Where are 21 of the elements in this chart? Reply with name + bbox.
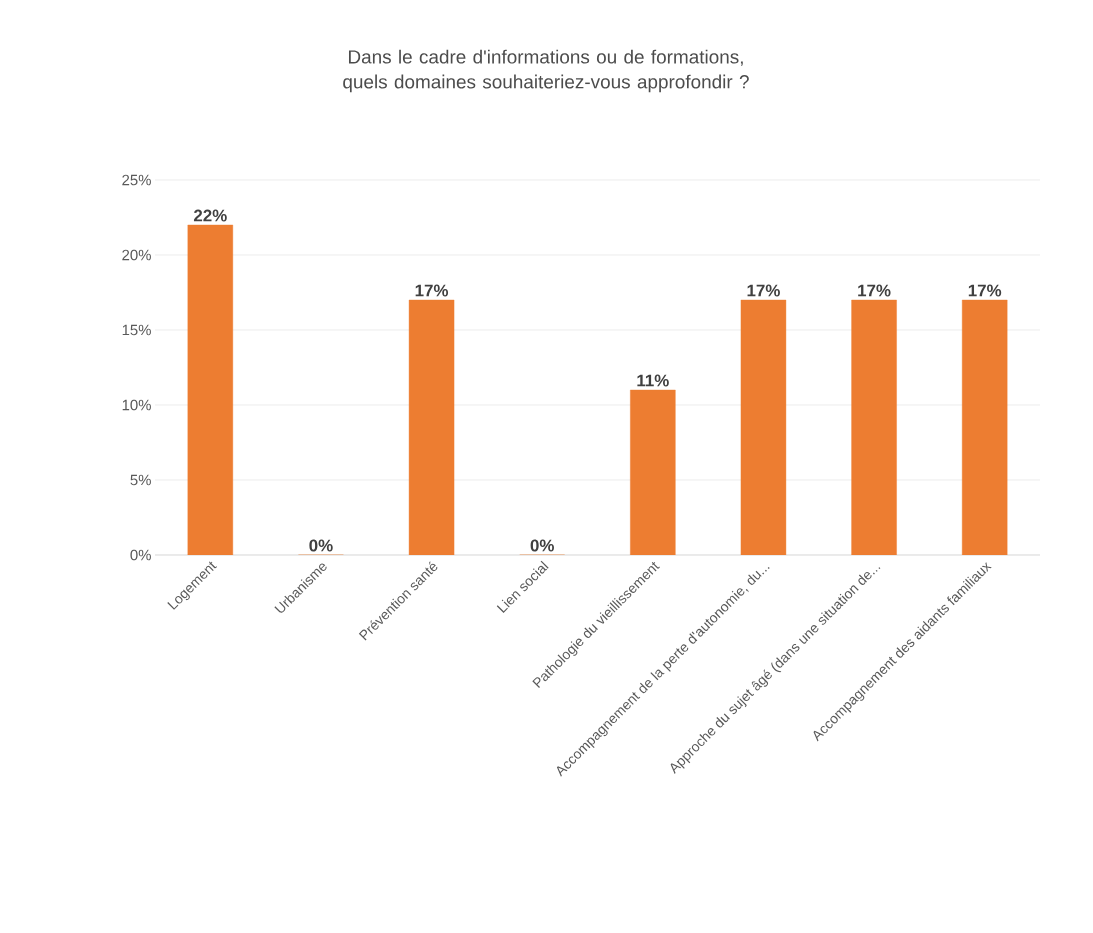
bar <box>630 389 676 555</box>
data-label: 17% <box>968 284 1002 297</box>
y-tick-label: 10% <box>122 399 151 411</box>
data-label: 17% <box>747 284 780 297</box>
bar <box>851 299 897 555</box>
data-label: 0% <box>530 539 554 552</box>
y-tick-label: 20% <box>122 249 151 261</box>
y-tick-label: 5% <box>130 474 151 486</box>
y-tick-label: 25% <box>122 174 151 186</box>
y-tick-label: 0% <box>130 549 151 561</box>
bar <box>408 299 455 555</box>
data-label: 17% <box>858 284 891 297</box>
chart-title: Dans le cadre d'informations ou de formations, quels domaines souhaiteriez-vous approfondir ? <box>343 49 749 93</box>
bar <box>187 224 234 555</box>
data-label: 17% <box>415 284 449 297</box>
y-tick-label: 15% <box>122 324 151 336</box>
data-label: 22% <box>193 209 227 222</box>
bar <box>740 299 787 555</box>
data-label: 11% <box>637 374 669 387</box>
data-label: 0% <box>309 539 333 552</box>
bar <box>962 299 1008 555</box>
